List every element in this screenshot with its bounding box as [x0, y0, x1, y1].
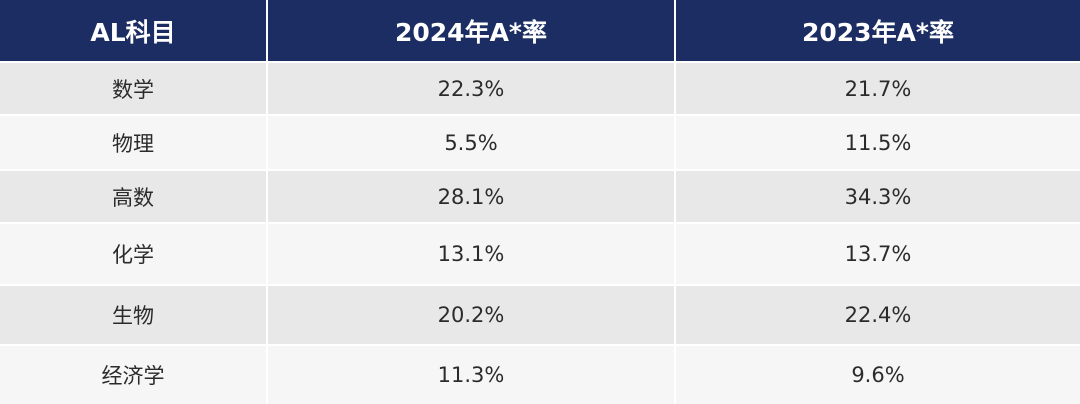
rate-2024-cell: 22.3% — [266, 63, 674, 114]
rate-2024-cell: 28.1% — [266, 171, 674, 222]
header-subject: AL科目 — [90, 17, 176, 47]
rate-2024-cell: 20.2% — [266, 286, 674, 344]
subject-cell: 经济学 — [101, 364, 165, 388]
subject-cell: 生物 — [112, 304, 154, 328]
rate-2024-cell: 5.5% — [266, 116, 674, 169]
rate-2023-cell: 11.5% — [674, 116, 1080, 169]
table-header-row: AL科目 2024年A*率 2023年A*率 — [0, 0, 1080, 61]
table-row: 经济学 11.3% 9.6% — [0, 346, 1080, 404]
header-rate-2023: 2023年A*率 — [674, 0, 1080, 61]
subject-cell: 数学 — [112, 77, 154, 102]
table-row: 高数 28.1% 34.3% — [0, 171, 1080, 222]
rate-2023-cell: 34.3% — [674, 171, 1080, 222]
header-rate-2024: 2024年A*率 — [266, 0, 674, 61]
subject-cell: 物理 — [112, 131, 154, 156]
rate-2023-cell: 22.4% — [674, 286, 1080, 344]
table-row: 化学 13.1% 13.7% — [0, 224, 1080, 284]
rate-2023-cell: 13.7% — [674, 224, 1080, 284]
subject-cell: 高数 — [112, 185, 154, 210]
table-row: 数学 22.3% 21.7% — [0, 63, 1080, 114]
rate-2023-cell: 9.6% — [674, 346, 1080, 404]
rate-2024-cell: 11.3% — [266, 346, 674, 404]
rate-2023-cell: 21.7% — [674, 63, 1080, 114]
table-row: 物理 5.5% 11.5% — [0, 116, 1080, 169]
subject-cell: 化学 — [112, 243, 154, 267]
rate-2024-cell: 13.1% — [266, 224, 674, 284]
table-row: 生物 20.2% 22.4% — [0, 286, 1080, 344]
